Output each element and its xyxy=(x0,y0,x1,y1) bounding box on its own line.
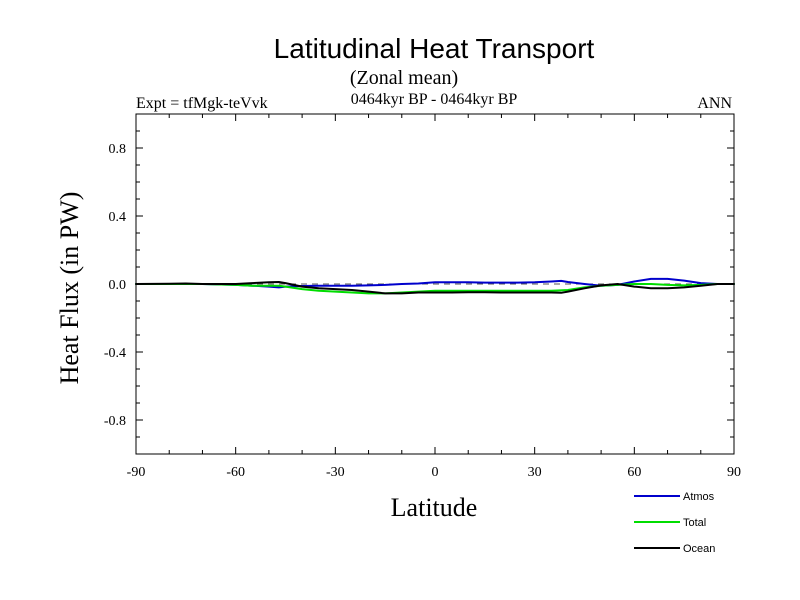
legend: Atmos Total Ocean xyxy=(634,491,715,555)
y-tick-label: 0.8 xyxy=(109,142,127,157)
chart-subtitle: (Zonal mean) xyxy=(350,67,458,89)
season-label: ANN xyxy=(697,95,732,112)
y-tick-label: -0.8 xyxy=(104,414,126,429)
legend-label-atmos: Atmos xyxy=(683,491,715,503)
period-label: 0464kyr BP - 0464kyr BP xyxy=(351,91,518,108)
chart-title: Latitudinal Heat Transport xyxy=(274,33,595,64)
x-tick-label: -90 xyxy=(127,465,146,480)
series-lines xyxy=(135,277,735,295)
x-tick-label: -30 xyxy=(326,465,345,480)
x-tick-label: 0 xyxy=(432,465,439,480)
x-tick-label: 90 xyxy=(727,465,741,480)
experiment-label: Expt = tfMgk-teVvk xyxy=(136,95,268,112)
y-axis-label: Heat Flux (in PW) xyxy=(55,192,84,385)
y-tick-label: 0.4 xyxy=(109,210,127,225)
x-axis-ticks: -90 -60 -30 0 30 60 90 xyxy=(127,114,741,480)
y-tick-label: 0.0 xyxy=(109,278,127,293)
x-tick-label: -60 xyxy=(226,465,245,480)
x-axis-label: Latitude xyxy=(391,493,478,522)
series-line-atmos xyxy=(135,277,735,289)
x-tick-label: 60 xyxy=(627,465,641,480)
y-axis-ticks: -0.8 -0.4 0.0 0.4 0.8 xyxy=(104,130,734,438)
legend-label-ocean: Ocean xyxy=(683,543,715,555)
series-line-total xyxy=(135,283,735,295)
y-tick-label: -0.4 xyxy=(104,346,126,361)
legend-label-total: Total xyxy=(683,517,706,529)
series-line-ocean xyxy=(135,281,735,295)
x-tick-label: 30 xyxy=(528,465,542,480)
